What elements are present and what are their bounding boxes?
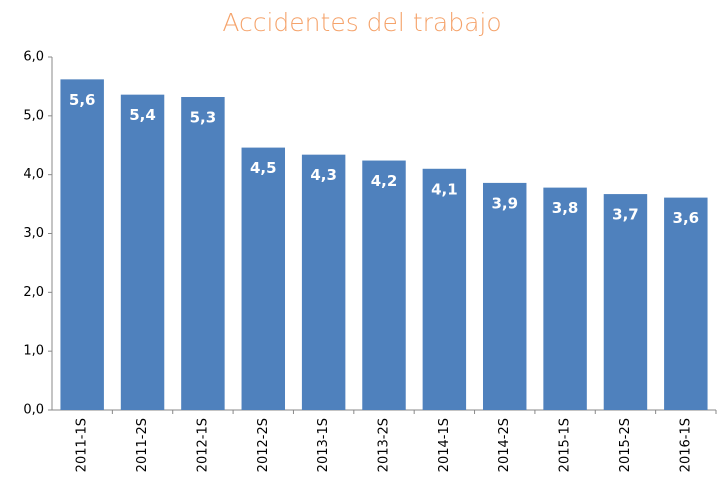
x-tick-label: 2013-1S [316,418,331,472]
bar [181,97,225,411]
y-tick-label: 5,0 [23,108,44,123]
value-label: 5,3 [190,109,217,127]
value-label: 4,1 [431,180,458,198]
chart-title: Accidentes del trabajo [222,8,501,37]
x-tick-label: 2012-1S [195,418,210,472]
bar [422,168,467,410]
x-tick-label: 2015-2S [618,418,633,472]
value-label: 4,5 [250,159,277,177]
value-label: 3,8 [552,199,579,217]
bar [120,94,165,411]
x-tick-label: 2011-2S [135,418,150,472]
x-tick-label: 2014-2S [497,418,512,472]
y-tick-label: 4,0 [23,167,44,182]
bar [482,182,527,410]
value-label: 5,4 [129,106,156,124]
value-label: 5,6 [69,91,96,109]
y-tick-label: 2,0 [23,285,44,300]
bar [664,197,708,410]
value-label: 3,6 [673,209,700,227]
x-tick-label: 2013-2S [377,418,392,472]
bar [60,79,104,411]
y-tick-label: 3,0 [23,226,44,241]
value-label: 4,3 [310,166,337,184]
bar [241,147,286,410]
x-tick-label: 2016-1S [678,418,693,472]
value-label: 3,9 [491,194,518,212]
bar [362,160,406,410]
value-label: 4,2 [371,172,398,190]
y-tick-label: 6,0 [23,50,44,65]
bar [543,187,587,410]
bar [603,194,648,410]
y-tick-label: 1,0 [23,344,44,359]
value-label: 3,7 [612,206,639,224]
x-tick-label: 2012-2S [256,418,271,472]
bar [301,154,346,410]
x-tick-label: 2015-1S [558,418,573,472]
y-tick-label: 0,0 [23,403,44,418]
x-tick-label: 2011-1S [75,418,90,472]
x-tick-label: 2014-1S [437,418,452,472]
